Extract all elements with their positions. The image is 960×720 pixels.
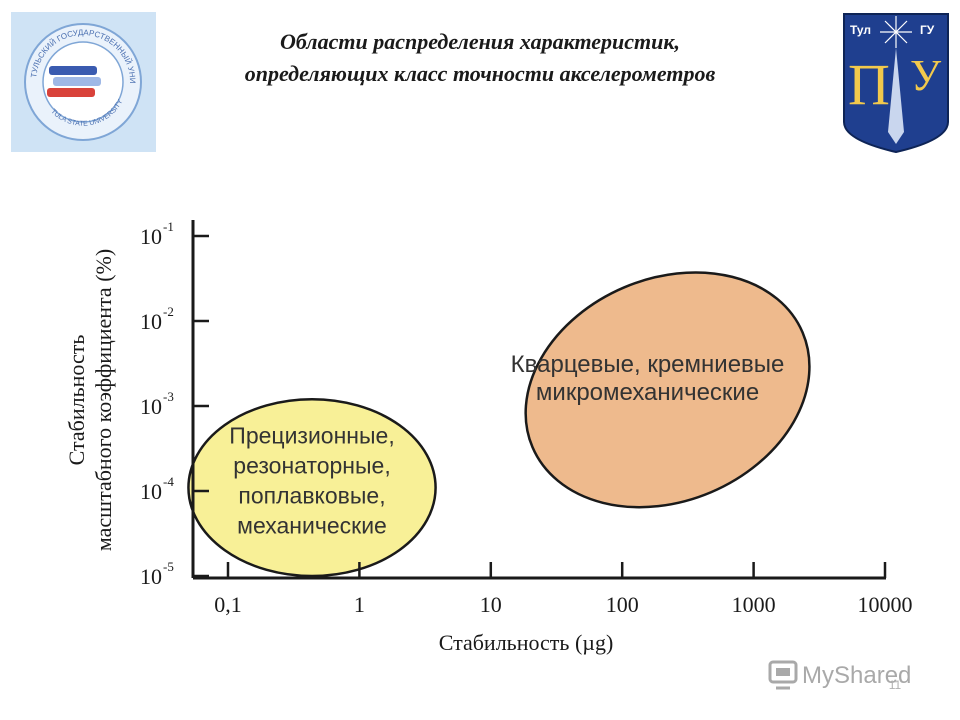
y-tick-label: 10-3 (140, 389, 174, 419)
region-label-line: поплавковые, (238, 483, 385, 509)
svg-text:MyShared: MyShared (802, 662, 911, 689)
region-label-line: Кварцевые, кремниевые (511, 351, 785, 378)
region-2: Прецизионные, резонаторные, поплавковые, ме… (187, 398, 437, 578)
y-tick-exponent: -5 (163, 559, 174, 574)
y-tick-label: 10-2 (140, 304, 174, 334)
svg-text:У: У (910, 51, 942, 100)
x-tick-label: 100 (606, 592, 639, 617)
x-tick-label: 10 (480, 592, 502, 617)
svg-text:П: П (848, 52, 890, 117)
page-number: 11 (888, 678, 902, 692)
y-axis-title: Стабильностьмасштабного коэффициента (%) (64, 249, 116, 551)
regions-layer: Кварцевые, кремниевые микромеханические Пр… (187, 271, 811, 578)
x-axis-title: Стабильность (µg) (439, 630, 614, 655)
labels-layer: 0,1 1 10 100 1000 10000 10-1 10-2 10-3 10-4 10-5 Ст… (64, 219, 913, 655)
region-label: Кварцевые, кремниевые микромеханические (511, 351, 785, 406)
y-tick-exponent: -4 (163, 474, 174, 489)
y-tick-exponent: -3 (163, 389, 174, 404)
x-tick-label: 1 (354, 592, 365, 617)
region-ellipse (187, 398, 437, 578)
y-tick-label: 10-5 (140, 559, 174, 589)
y-tick-label: 10-4 (140, 474, 174, 504)
y-tick-exponent: -1 (163, 219, 174, 234)
x-tick-label: 1000 (732, 592, 776, 617)
university-logo: ТУЛЬСКИЙ ГОСУДАРСТВЕННЫЙ УНИВЕРСИТЕТ TUL… (8, 5, 156, 152)
coat-of-arms-logo: Тул ГУ П У (842, 12, 950, 154)
y-axis-title-line-1: Стабильность (64, 335, 89, 466)
region-label-line: резонаторные, (233, 453, 390, 479)
region-ellipse (524, 271, 811, 509)
title-line-1: Области распределения характеристик, (279, 29, 681, 54)
svg-text:ГУ: ГУ (920, 23, 935, 37)
region-label-line: механические (237, 513, 387, 539)
x-tick-label: 0,1 (214, 592, 242, 617)
myshared-logo: MyShared (766, 656, 926, 696)
y-tick-label: 10-1 (140, 219, 174, 249)
region-1: Кварцевые, кремниевые микромеханические (511, 271, 811, 509)
y-axis-title-line-2: масштабного коэффициента (%) (91, 249, 116, 551)
title-line-2: определяющих класс точности акселерометр… (244, 61, 716, 86)
region-label-line: микромеханические (536, 379, 759, 406)
region-label-line: Прецизионные, (229, 423, 394, 449)
axes-layer (191, 220, 887, 580)
svg-text:Тул: Тул (850, 23, 871, 37)
region-label: Прецизионные, резонаторные, поплавковые, ме… (229, 423, 394, 539)
slide-title: Области распределения характеристик, опр… (170, 26, 790, 90)
y-tick-exponent: -2 (163, 304, 174, 319)
x-tick-label: 10000 (858, 592, 913, 617)
